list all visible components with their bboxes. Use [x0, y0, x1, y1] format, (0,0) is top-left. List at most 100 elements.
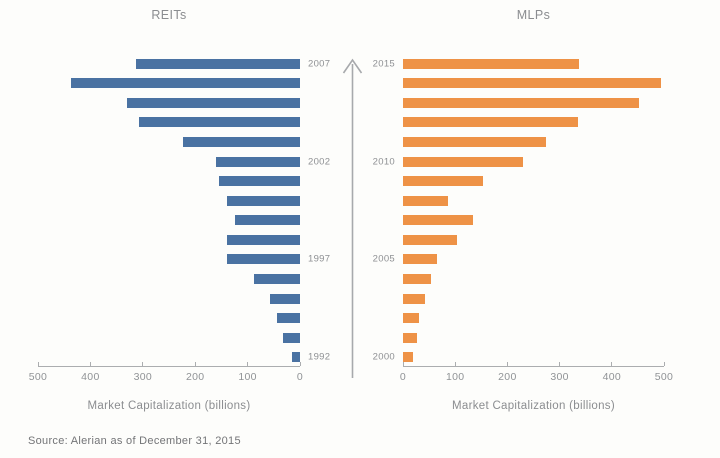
bar-row-1995: [38, 289, 300, 309]
bar-2006: [70, 78, 300, 89]
bar-row-1994: [38, 308, 300, 328]
bar-2002: [215, 156, 300, 167]
bar-row-2002: [403, 308, 664, 328]
bar-2012: [403, 117, 578, 128]
bar-2001: [218, 176, 300, 187]
bar-row-2007: [403, 211, 664, 231]
x-tick-mark-100: [454, 362, 456, 366]
x-tick-label-400: 400: [81, 371, 100, 383]
bar-1998: [226, 234, 300, 245]
bar-row-2004: [403, 269, 664, 289]
bar-1997: [226, 254, 300, 265]
bar-row-2008: [403, 191, 664, 211]
bar-2000: [227, 195, 300, 206]
x-tick-mark-300: [142, 362, 144, 366]
bar-2000: [403, 352, 413, 363]
reits-chart: REITs 2007 2002 1997 1992 500 400 300 200 100 0 …: [29, 0, 330, 458]
year-label-2015: 2015: [372, 58, 395, 70]
x-tick-label-200: 200: [498, 371, 517, 383]
bar-2007: [136, 58, 300, 69]
bar-2002: [403, 313, 419, 324]
bar-row-2006: [38, 74, 300, 94]
bar-row-2010: 2010: [373, 152, 664, 172]
year-label-2010: 2010: [372, 156, 395, 168]
mlps-chart: MLPs 2015 2010 2005 2000 0 100 200 300 400 500 M…: [373, 0, 673, 458]
bar-row-1993: [38, 328, 300, 348]
bar-1999: [235, 215, 300, 226]
bar-2005: [403, 254, 438, 265]
bar-1994: [276, 313, 300, 324]
bar-row-1998: [38, 230, 300, 250]
mlps-plot-area: 2015 2010 2005 2000: [373, 54, 664, 367]
bar-2004: [403, 273, 432, 284]
reits-chart-title: REITs: [151, 8, 187, 22]
x-tick-mark-500: [37, 362, 39, 366]
bar-row-2011: [403, 132, 664, 152]
bar-1995: [269, 293, 300, 304]
reits-x-axis: [37, 362, 301, 367]
x-tick-mark-400: [89, 362, 91, 366]
bar-2015: [403, 58, 579, 69]
bar-row-2003: [38, 132, 300, 152]
bar-1993: [283, 332, 300, 343]
reits-x-tick-labels: 500 400 300 200 100 0: [29, 371, 303, 385]
mlps-x-axis-label: Market Capitalization (billions): [452, 400, 615, 412]
x-tick-label-200: 200: [185, 371, 205, 383]
bar-2009: [403, 176, 484, 187]
bar-row-2013: [403, 93, 664, 113]
bar-2014: [403, 78, 662, 89]
bar-row-2004: [38, 113, 300, 133]
x-tick-label-500: 500: [654, 371, 674, 383]
bar-row-2001: [403, 328, 664, 348]
x-tick-mark-400: [611, 362, 613, 366]
year-label-2007: 2007: [308, 58, 331, 70]
bar-row-2005: 2005: [373, 250, 664, 270]
year-label-2002: 2002: [308, 156, 331, 168]
bar-row-2003: [403, 289, 664, 309]
x-tick-mark-0: [402, 362, 404, 366]
bar-row-1996: [38, 269, 300, 289]
year-label-2000: 2000: [372, 351, 395, 363]
bar-2013: [403, 97, 639, 108]
bar-row-2015: 2015: [373, 54, 664, 74]
x-tick-mark-0: [299, 362, 301, 366]
bar-row-2009: [403, 171, 664, 191]
x-tick-label-300: 300: [133, 371, 152, 383]
bar-row-2001: [38, 171, 300, 191]
bar-1996: [253, 273, 300, 284]
x-tick-mark-300: [559, 362, 561, 366]
bar-2011: [403, 137, 547, 148]
bar-2008: [403, 195, 449, 206]
x-tick-mark-500: [663, 362, 665, 366]
bar-row-1997: 1997: [38, 250, 330, 270]
x-tick-mark-100: [247, 362, 249, 366]
mlps-x-axis: [402, 362, 665, 367]
bar-row-2000: 2000: [373, 347, 664, 367]
bar-2005: [126, 97, 300, 108]
x-tick-label-100: 100: [238, 371, 257, 383]
x-tick-label-100: 100: [445, 371, 465, 383]
x-tick-mark-200: [506, 362, 508, 366]
bar-row-1999: [38, 211, 300, 231]
x-tick-label-300: 300: [550, 371, 569, 383]
x-tick-mark-200: [194, 362, 196, 366]
bar-row-2005: [38, 93, 300, 113]
bar-2006: [403, 234, 457, 245]
bar-2010: [403, 156, 523, 167]
bar-2007: [403, 215, 474, 226]
up-arrow-svg: [342, 58, 363, 378]
x-tick-label-500: 500: [28, 371, 48, 383]
year-label-2005: 2005: [372, 253, 395, 265]
source-note: Source: Alerian as of December 31, 2015: [28, 435, 241, 447]
bar-2003: [182, 137, 300, 148]
bar-row-2002: 2002: [38, 152, 330, 172]
bar-row-2007: 2007: [38, 54, 330, 74]
year-label-1997: 1997: [308, 253, 331, 265]
reits-plot-area: 2007 2002 1997 1992: [38, 54, 330, 367]
mlps-x-tick-labels: 0 100 200 300 400 500: [400, 371, 673, 385]
bar-1992: [291, 352, 300, 363]
reits-x-axis-label: Market Capitalization (billions): [87, 400, 251, 412]
bar-row-2014: [403, 74, 664, 94]
up-arrow-icon: [340, 56, 365, 380]
